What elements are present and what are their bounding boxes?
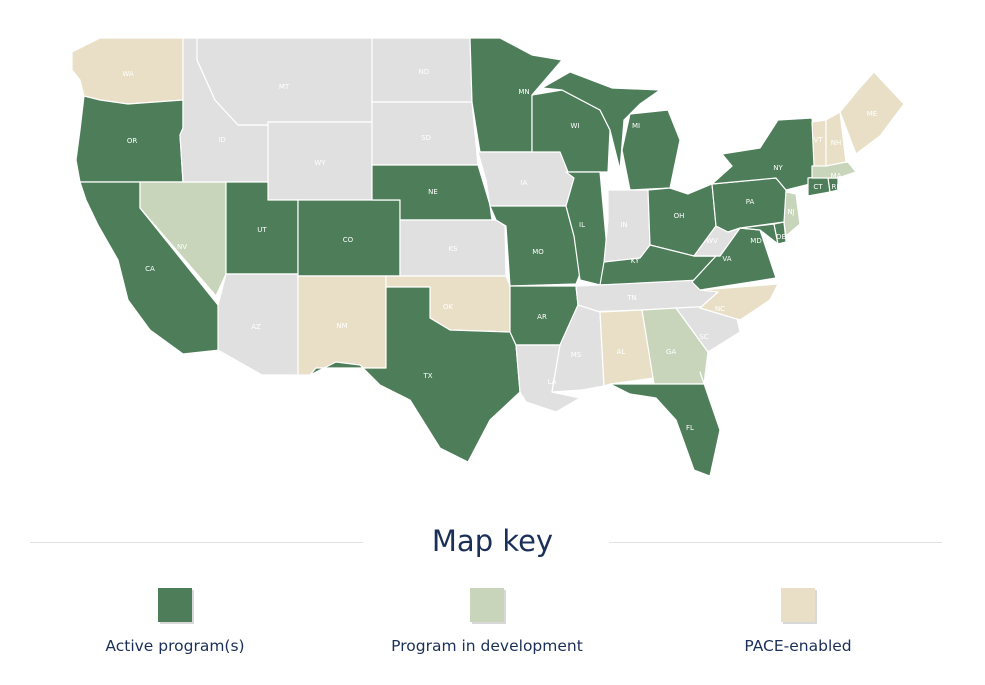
state-ia[interactable] [477, 151, 575, 207]
legend-label-active: Active program(s) [105, 637, 245, 655]
state-co[interactable] [297, 199, 401, 277]
state-wy[interactable] [267, 121, 373, 201]
state-sd[interactable] [371, 101, 479, 166]
state-nm[interactable] [297, 275, 387, 376]
active-swatch [158, 588, 192, 622]
map-key-title: Map key [431, 524, 554, 558]
map-key-header: Map key [0, 520, 985, 570]
state-vt[interactable] [811, 119, 827, 167]
state-me[interactable] [839, 71, 905, 155]
state-nc[interactable] [699, 283, 779, 321]
state-in[interactable] [603, 189, 651, 263]
state-al[interactable] [599, 309, 655, 387]
state-ct[interactable] [807, 175, 831, 197]
us-state-map: WAORCANVIDMTWYUTAZCONMNDSDNEKSOKTXMNIAMO… [71, 37, 905, 477]
divider-right [609, 542, 942, 543]
state-fl[interactable] [609, 371, 721, 477]
state-ks[interactable] [399, 219, 507, 277]
state-nd[interactable] [371, 37, 473, 103]
state-nh[interactable] [825, 111, 847, 167]
legend-label-pace: PACE-enabled [744, 637, 852, 655]
state-ny[interactable] [711, 117, 819, 191]
legend-label-development: Program in development [391, 637, 583, 655]
legend-item-development: Program in development [367, 588, 607, 655]
pace-swatch [781, 588, 815, 622]
legend-item-active: Active program(s) [55, 588, 295, 655]
state-il[interactable] [565, 171, 609, 286]
state-ri[interactable] [827, 177, 839, 193]
state-ga[interactable] [641, 307, 709, 385]
divider-left [30, 542, 363, 543]
state-wa[interactable] [71, 37, 184, 105]
state-az[interactable] [217, 273, 299, 376]
legend-item-pace: PACE-enabled [678, 588, 918, 655]
development-swatch [470, 588, 504, 622]
state-tx[interactable] [309, 286, 521, 463]
state-or[interactable] [75, 95, 184, 183]
